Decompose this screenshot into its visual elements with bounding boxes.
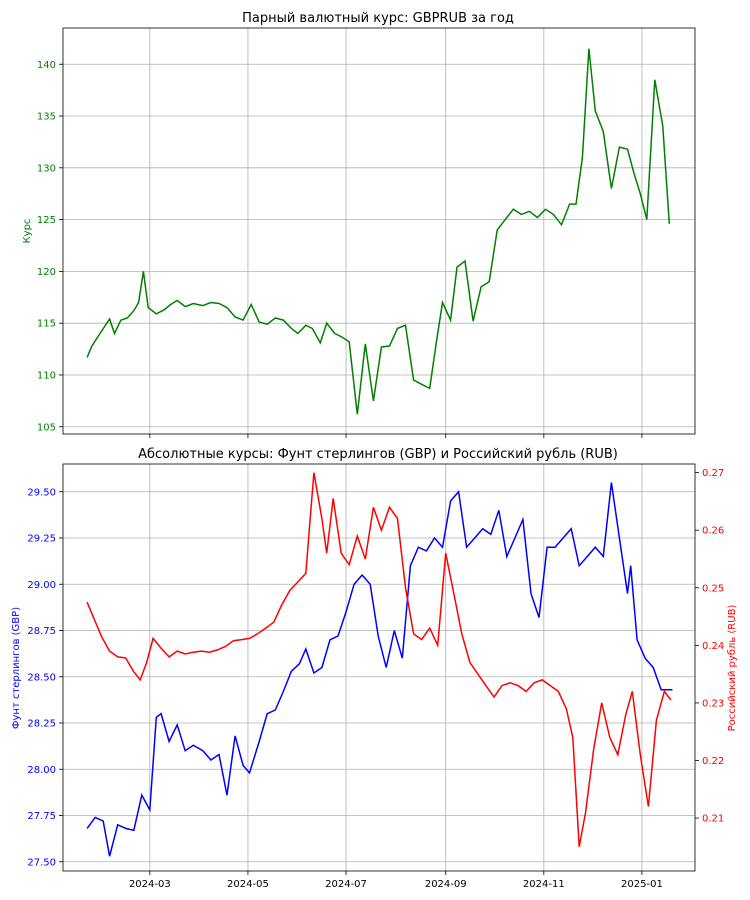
y-tick-label: 135 — [37, 112, 56, 123]
y-tick-label: 0.25 — [702, 583, 724, 594]
y-tick-label: 27.50 — [27, 857, 56, 868]
y-tick-label: 29.25 — [27, 534, 56, 545]
y-tick-label: 110 — [37, 370, 56, 381]
bottom-left-y-axis-label: Фунт стерлингов (GBP) — [11, 607, 22, 729]
gbprub-series-line — [86, 48, 671, 415]
y-tick-label: 0.27 — [702, 468, 724, 479]
y-tick-label: 28.00 — [27, 765, 56, 776]
y-tick-label: 0.24 — [702, 641, 724, 652]
top-y-axis-label: Курс — [22, 219, 33, 244]
x-tick-label: 2024-11 — [523, 879, 565, 890]
x-tick-label: 2024-07 — [325, 879, 367, 890]
top-plot-frame — [62, 27, 696, 435]
y-tick-label: 0.21 — [702, 814, 724, 825]
bottom-x-ticks: 2024-03 2024-05 2024-07 2024-09 2024-11 2025-… — [129, 871, 663, 890]
bottom-right-y-ticks: 0.21 0.22 0.23 0.24 0.25 0.26 0.27 — [695, 468, 724, 825]
y-tick-label: 28.50 — [27, 672, 56, 683]
y-tick-label: 29.00 — [27, 580, 56, 591]
y-tick-label: 28.25 — [27, 719, 56, 730]
top-chart: Парный валютный курс: GBPRUB за год 1051… — [22, 11, 696, 438]
bottom-grid — [63, 464, 695, 871]
top-x-ticks — [149, 434, 643, 438]
y-tick-label: 115 — [37, 319, 56, 330]
y-tick-label: 0.26 — [702, 526, 724, 537]
bottom-left-y-ticks: 27.50 27.75 28.00 28.25 28.50 28.75 29.00 29.25… — [27, 487, 63, 868]
bottom-chart: Абсолютные курсы: Фунт стерлингов (GBP) … — [11, 447, 738, 890]
bottom-right-y-axis-label: Российский рубль (RUB) — [727, 605, 738, 732]
y-tick-label: 120 — [37, 267, 56, 278]
bottom-plot-frame — [62, 463, 696, 872]
y-tick-label: 130 — [37, 163, 56, 174]
x-tick-label: 2024-05 — [227, 879, 269, 890]
x-tick-label: 2024-03 — [129, 879, 171, 890]
y-tick-label: 29.50 — [27, 487, 56, 498]
y-tick-label: 140 — [37, 60, 56, 71]
top-y-ticks: 105 110 115 120 125 130 135 140 — [37, 60, 63, 433]
top-grid — [63, 28, 695, 434]
y-tick-label: 0.22 — [702, 756, 724, 767]
x-tick-label: 2025-01 — [621, 879, 663, 890]
rub-series-line — [86, 472, 672, 847]
y-tick-label: 125 — [37, 215, 56, 226]
top-chart-title: Парный валютный курс: GBPRUB за год — [242, 11, 514, 26]
y-tick-label: 28.75 — [27, 626, 56, 637]
y-tick-label: 0.23 — [702, 698, 724, 709]
y-tick-label: 105 — [37, 422, 56, 433]
y-tick-label: 27.75 — [27, 811, 56, 822]
gbp-series-line — [86, 482, 673, 857]
x-tick-label: 2024-09 — [425, 879, 467, 890]
bottom-chart-title: Абсолютные курсы: Фунт стерлингов (GBP) … — [138, 447, 618, 462]
